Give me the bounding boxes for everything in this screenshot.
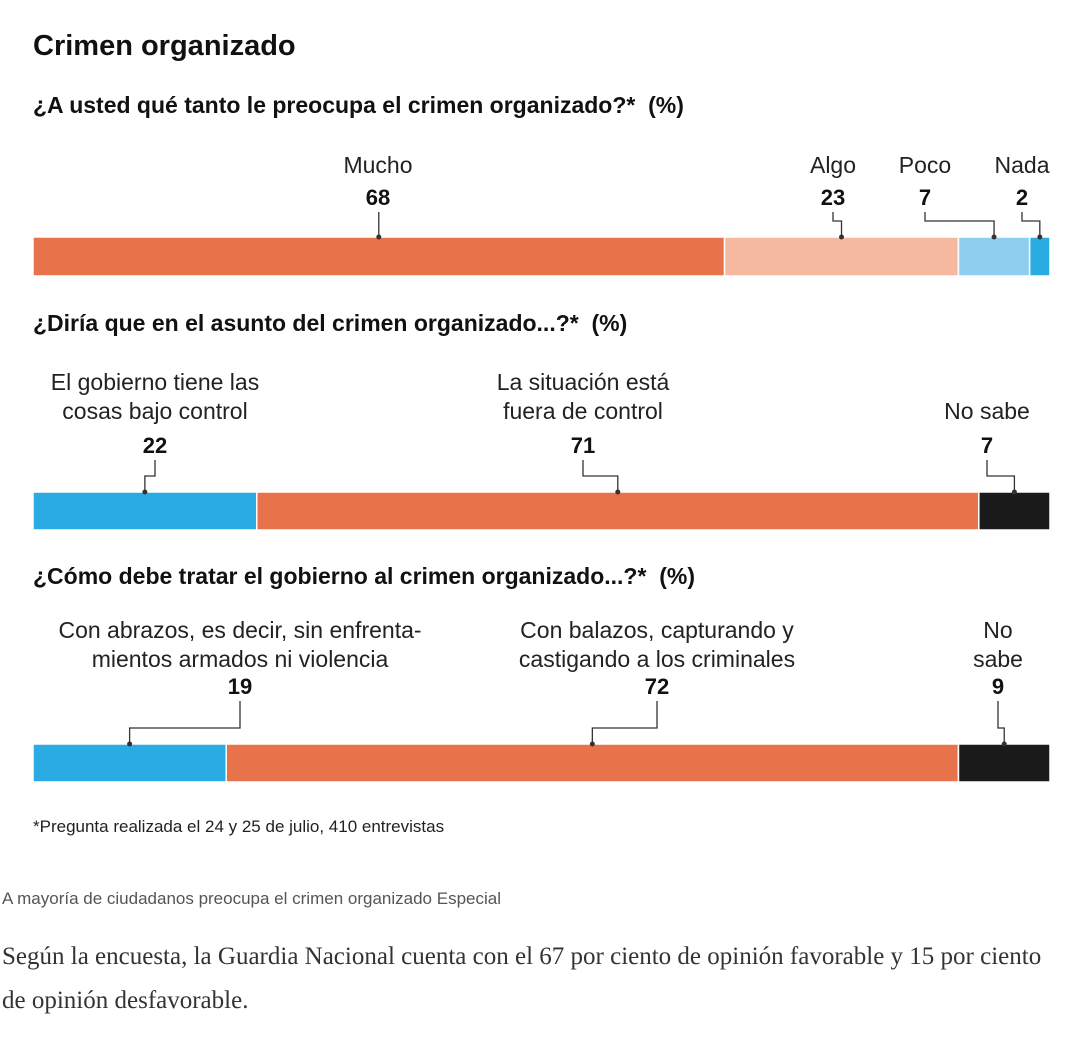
caption-text: A mayoría de ciudadanos preocupa el crim… [2, 889, 432, 908]
connector-dot [142, 489, 148, 495]
connector [986, 460, 1016, 492]
bar-segment [957, 236, 1031, 277]
value-label: 23 [820, 185, 846, 210]
segment-label: No sabe [973, 617, 1023, 672]
question: ¿A usted qué tanto le preocupa el crimen… [33, 92, 684, 118]
segment-label: La situación está fuera de control [496, 369, 670, 424]
segment-label: Con balazos, capturando y castigando a l… [518, 617, 796, 672]
connector [997, 701, 1005, 744]
bar-segment [32, 236, 726, 277]
value-label: 9 [991, 674, 1005, 699]
chart-title: Crimen organizado [33, 30, 296, 62]
bar-segment [978, 491, 1051, 531]
bar-segment [957, 743, 1051, 783]
connector-dot [589, 741, 595, 747]
connector-dot [991, 234, 997, 240]
value-label: 68 [365, 185, 391, 210]
bar-segment [32, 491, 258, 531]
credit: Especial [436, 889, 501, 908]
value-label: 7 [918, 185, 932, 210]
segment-label: Algo [809, 152, 857, 178]
bar-segment [225, 743, 960, 783]
connector [582, 460, 619, 492]
bar-segment [1028, 236, 1051, 277]
segment-label: Mucho [343, 152, 413, 178]
question: ¿Cómo debe tratar el gobierno al crimen … [33, 563, 695, 589]
segment-label: No sabe [944, 398, 1030, 424]
value-label: 22 [142, 433, 168, 458]
question: ¿Diría que en el asunto del crimen organ… [33, 310, 628, 336]
value-label: 7 [980, 433, 994, 458]
connector [128, 701, 241, 744]
connector [591, 701, 658, 744]
paragraph: Según la encuesta, la Guardia Nacional c… [2, 943, 1042, 1014]
connector-dot [1037, 234, 1043, 240]
connector-dot [1001, 741, 1007, 747]
bar-segment [32, 743, 227, 783]
segment-label: Poco [898, 152, 952, 178]
value-label: 2 [1015, 185, 1029, 210]
value-label: 71 [570, 433, 596, 458]
segment-label: Con abrazos, es decir, sin enfrenta- mie… [58, 617, 422, 672]
connector [832, 212, 843, 237]
connector-dot [615, 489, 621, 495]
footnote: *Pregunta realizada el 24 y 25 de julio,… [33, 817, 445, 836]
value-label: 19 [227, 674, 253, 699]
connector-dot [376, 234, 382, 240]
bar-segment [723, 236, 960, 277]
connector-dot [127, 741, 133, 747]
connector [924, 212, 995, 237]
connector-dot [1011, 489, 1017, 495]
caption: A mayoría de ciudadanos preocupa el crim… [2, 889, 501, 909]
segment-label: El gobierno tiene las cosas bajo control [50, 369, 260, 424]
connector-dot [839, 234, 845, 240]
value-label: 72 [644, 674, 670, 699]
segment-label: Nada [994, 152, 1050, 178]
connector [1021, 212, 1041, 237]
bar-segment [255, 491, 980, 531]
connector [144, 460, 156, 492]
